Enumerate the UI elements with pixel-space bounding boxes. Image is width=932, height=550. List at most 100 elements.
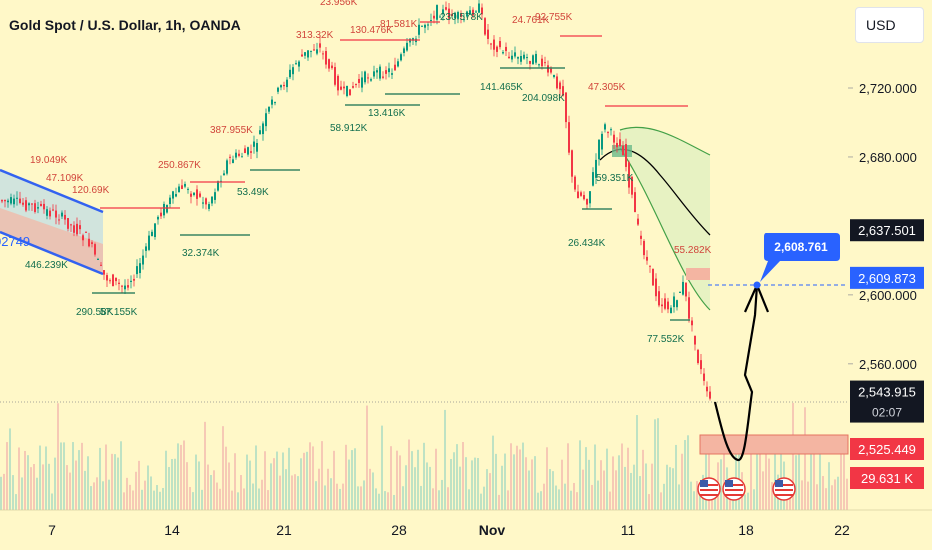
candle-body (199, 193, 201, 197)
volume-annotation: 313.32K (296, 30, 334, 41)
channel-bottom-line[interactable] (0, 230, 104, 276)
candle-body (178, 186, 180, 193)
volume-bar (327, 468, 329, 510)
candle-body (115, 277, 117, 282)
candle-body (328, 59, 330, 69)
volume-bar (357, 486, 359, 510)
volume-bar (270, 463, 272, 510)
candle-body (187, 188, 189, 190)
candle-body (496, 46, 498, 52)
volume-bar (477, 457, 479, 510)
candle-body (169, 197, 171, 205)
volume-bar (723, 450, 725, 510)
candle-body (136, 266, 138, 275)
volume-bar (177, 443, 179, 510)
candle-body (349, 89, 351, 96)
bar-countdown: 02:07 (872, 406, 902, 420)
price-level-tag[interactable] (850, 438, 924, 460)
volume-bar (813, 440, 815, 510)
candle-body (58, 219, 60, 221)
volume-bar (759, 443, 761, 510)
candle-body (241, 156, 243, 158)
channel-top-line[interactable] (0, 168, 104, 214)
volume-bar (696, 481, 698, 510)
candle-body (256, 143, 258, 152)
candle-body (226, 160, 228, 174)
candle-body (298, 61, 300, 67)
volume-bar (246, 454, 248, 510)
candle-body (385, 70, 387, 74)
candle-body (592, 172, 594, 186)
volume-bar (195, 454, 197, 510)
volume-bar (390, 446, 392, 510)
event-flag-2[interactable] (722, 477, 746, 501)
candle-body (706, 386, 708, 392)
volume-bar (99, 447, 101, 510)
volume-bar (225, 446, 227, 510)
volume-bar (39, 445, 41, 510)
volume-bar (252, 483, 254, 510)
candle-body (88, 238, 90, 247)
volume-bar (162, 487, 164, 510)
event-flag-3[interactable] (772, 477, 796, 501)
price-level-tag[interactable] (850, 380, 924, 423)
volume-bar (285, 469, 287, 510)
target-point[interactable] (753, 281, 761, 289)
volume-bar (546, 447, 548, 510)
volume-bar (51, 493, 53, 510)
volume-bar (402, 486, 404, 510)
target-callout[interactable]: 2,608.761 (760, 233, 840, 282)
candle-body (634, 192, 636, 213)
volume-bar (312, 446, 314, 510)
volume-bar (291, 475, 293, 510)
price-level-label: 2,609.873 (858, 271, 916, 286)
volume-bar (633, 464, 635, 510)
candle-body (703, 373, 705, 381)
candle-body (154, 223, 156, 238)
channel-lower-fill (0, 208, 103, 274)
candle-body (166, 205, 168, 213)
candle-body (19, 198, 21, 203)
price-level-tag[interactable] (850, 266, 924, 289)
price-level-tag[interactable] (850, 467, 924, 489)
candle-body (451, 14, 453, 17)
candle-body (403, 48, 405, 53)
price-axis[interactable]: 2,720.000 2,680.000 2,600.000 2,560.000 (848, 81, 917, 372)
volume-bar (159, 491, 161, 510)
candle-body (238, 153, 240, 156)
volume-annotation: 290.58K (76, 307, 114, 318)
candle-body (481, 7, 483, 15)
candle-body (460, 13, 462, 17)
demand-zone[interactable] (699, 434, 849, 455)
candle-body (61, 212, 63, 217)
volume-annotation: 130.476K (350, 25, 393, 36)
volume-bar (417, 449, 419, 510)
volume-bar (69, 472, 71, 510)
candle-body (418, 24, 420, 35)
volume-bar (636, 415, 638, 510)
volume-bar (198, 461, 200, 510)
volume-bar (48, 463, 50, 510)
projection-path[interactable] (713, 284, 759, 462)
volume-bar (192, 492, 194, 510)
candle-body (520, 56, 522, 62)
candle-body (502, 52, 504, 54)
price-level-tag[interactable] (850, 219, 924, 242)
event-flag-1[interactable] (697, 477, 721, 501)
volume-bar (315, 481, 317, 510)
volume-bar (684, 440, 686, 510)
currency-selector-button[interactable]: USD (855, 7, 924, 43)
candle-body (280, 85, 282, 88)
volume-bar (666, 464, 668, 510)
volume-bar (420, 485, 422, 510)
candle-body (76, 223, 78, 235)
candle-body (142, 255, 144, 265)
supply-zone[interactable] (686, 268, 710, 280)
time-axis[interactable]: 7 14 21 28 Nov 11 18 22 (48, 522, 850, 538)
candle-body (406, 42, 408, 51)
candle-body (346, 85, 348, 97)
volume-bar (567, 443, 569, 510)
candle-body (559, 82, 561, 90)
volume-bar (510, 443, 512, 510)
